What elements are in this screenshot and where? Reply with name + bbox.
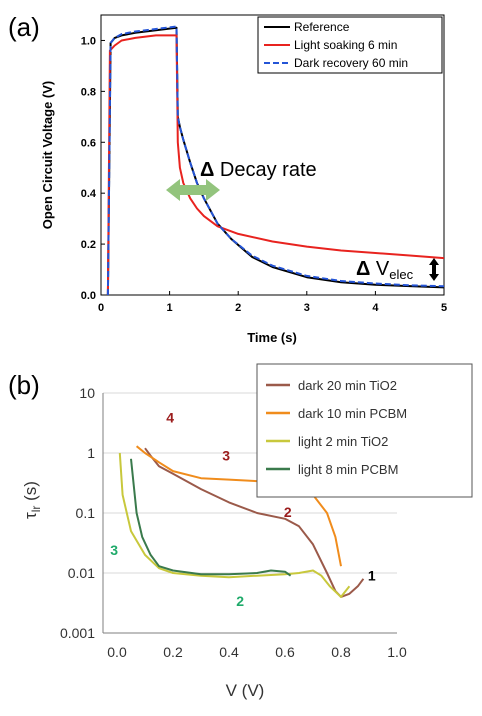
chart-a-ytick-label: 0.8 bbox=[81, 86, 96, 98]
chart-a: 0.0 0.2 0.4 0.6 0.8 1.0 0 1 2 3 4 5 Time (s) Open … bbox=[40, 14, 447, 345]
chart-b-xlabel: V (V) bbox=[226, 681, 265, 700]
series-line-light-soaking-6-min bbox=[106, 34, 444, 295]
chart-a-xlabel: Time (s) bbox=[247, 330, 297, 345]
legend-label-dark-20-tio2: dark 20 min TiO2 bbox=[298, 378, 397, 393]
decay-rate-double-arrow bbox=[166, 179, 220, 201]
chart-b-ytick-label: 1 bbox=[87, 445, 95, 461]
chart-a-xtick-label: 5 bbox=[441, 302, 447, 314]
chart-b-xtick-label: 0.4 bbox=[219, 644, 239, 660]
legend-label-dark-10-pcbm: dark 10 min PCBM bbox=[298, 406, 407, 421]
legend-label-light-8-pcbm: light 8 min PCBM bbox=[298, 462, 398, 477]
series-line-dark-20-min-tio2 bbox=[144, 447, 365, 598]
chart-b-xtick-label: 0.0 bbox=[107, 644, 127, 660]
chart-a-xtick-label: 1 bbox=[167, 302, 173, 314]
chart-a-legend: Reference Light soaking 6 min Dark recov… bbox=[257, 16, 443, 74]
chart-b-ytick-label: 0.001 bbox=[60, 625, 95, 641]
chart-a-ytick-label: 1.0 bbox=[81, 35, 96, 47]
chart-b-ylabel: τlr (s) bbox=[21, 481, 43, 519]
decay-rate-annotation: Δ Decay rate bbox=[166, 159, 317, 201]
series-line-dark-recovery-60-min bbox=[106, 25, 444, 295]
chart-b-xtick-label: 0.6 bbox=[275, 644, 295, 660]
chart-b-legend: dark 20 min TiO2 dark 10 min PCBM light … bbox=[256, 363, 473, 498]
chart-b-xtick-label: 1.0 bbox=[387, 644, 407, 660]
chart-b-ytick-label: 10 bbox=[79, 385, 95, 401]
legend-label-reference: Reference bbox=[294, 20, 350, 34]
chart-b-curve-label: 4 bbox=[166, 410, 174, 426]
chart-b-curve-label: 3 bbox=[110, 542, 118, 558]
decay-rate-label: Δ Decay rate bbox=[200, 159, 317, 181]
chart-b-ytick-label: 0.01 bbox=[68, 565, 95, 581]
chart-b-curve-label: 1 bbox=[368, 567, 376, 583]
delta-v-elec-arrow bbox=[429, 258, 439, 281]
chart-a-xtick-label: 2 bbox=[235, 302, 241, 314]
chart-a-ytick-label: 0.2 bbox=[81, 239, 96, 251]
chart-a-ytick-label: 0.4 bbox=[81, 188, 97, 200]
chart-b-curve-label: 3 bbox=[222, 447, 230, 463]
chart-b: 0.001 0.01 0.1 1 10 0.0 0.2 0.4 0.6 0.8 1.0 1 2 3 4 2… bbox=[21, 363, 473, 700]
chart-b-curve-label: 2 bbox=[236, 593, 244, 609]
legend-label-light-2-tio2: light 2 min TiO2 bbox=[298, 434, 388, 449]
chart-a-xtick-label: 4 bbox=[372, 302, 379, 314]
chart-a-ytick-label: 0.6 bbox=[81, 137, 96, 149]
delta-v-elec-label: Δ Velec bbox=[356, 258, 414, 282]
delta-v-elec-annotation: Δ Velec bbox=[356, 258, 439, 282]
chart-b-legend-box bbox=[256, 363, 473, 498]
chart-b-xtick-label: 0.2 bbox=[163, 644, 183, 660]
chart-a-ylabel: Open Circuit Voltage (V) bbox=[40, 81, 55, 230]
series-line-light-2-min-tio2 bbox=[118, 452, 351, 598]
chart-b-ytick-label: 0.1 bbox=[76, 505, 96, 521]
legend-label-dark-recovery: Dark recovery 60 min bbox=[294, 56, 408, 70]
legend-label-light-soaking: Light soaking 6 min bbox=[294, 38, 397, 52]
chart-a-ytick-label: 0.0 bbox=[81, 290, 96, 302]
series-line-light-8-min-pcbm bbox=[130, 458, 292, 577]
chart-a-xtick-label: 3 bbox=[304, 302, 310, 314]
chart-a-xtick-label: 0 bbox=[98, 302, 104, 314]
panel-b-letter: (b) bbox=[8, 370, 40, 400]
panel-a-letter: (a) bbox=[8, 12, 40, 42]
chart-b-curve-label: 2 bbox=[284, 504, 292, 520]
chart-b-xtick-label: 0.8 bbox=[331, 644, 351, 660]
